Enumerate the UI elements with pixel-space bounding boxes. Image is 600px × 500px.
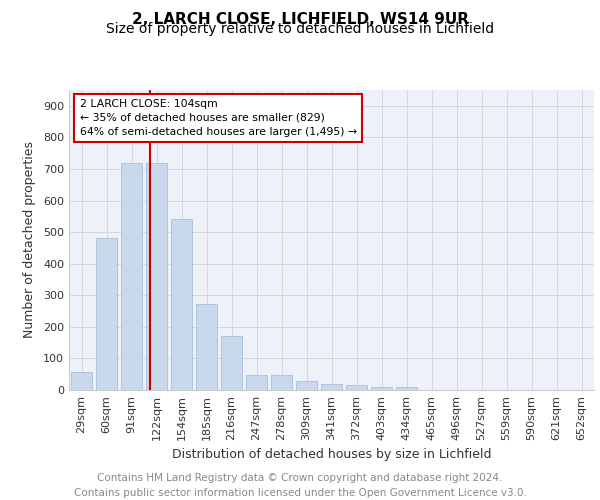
Text: 2, LARCH CLOSE, LICHFIELD, WS14 9UR: 2, LARCH CLOSE, LICHFIELD, WS14 9UR bbox=[131, 12, 469, 28]
Bar bbox=[346, 386, 367, 390]
Text: 2 LARCH CLOSE: 104sqm
← 35% of detached houses are smaller (829)
64% of semi-det: 2 LARCH CLOSE: 104sqm ← 35% of detached … bbox=[79, 99, 356, 137]
Bar bbox=[196, 304, 217, 390]
Bar bbox=[371, 388, 392, 390]
Y-axis label: Number of detached properties: Number of detached properties bbox=[23, 142, 36, 338]
Bar bbox=[146, 164, 167, 390]
Bar bbox=[96, 238, 117, 390]
Bar bbox=[396, 388, 417, 390]
Bar bbox=[71, 372, 92, 390]
Bar bbox=[121, 164, 142, 390]
Bar bbox=[171, 218, 192, 390]
Bar bbox=[321, 384, 342, 390]
Bar bbox=[246, 376, 267, 390]
X-axis label: Distribution of detached houses by size in Lichfield: Distribution of detached houses by size … bbox=[172, 448, 491, 462]
Text: Contains HM Land Registry data © Crown copyright and database right 2024.
Contai: Contains HM Land Registry data © Crown c… bbox=[74, 472, 526, 498]
Bar bbox=[296, 380, 317, 390]
Bar bbox=[221, 336, 242, 390]
Bar bbox=[271, 376, 292, 390]
Text: Size of property relative to detached houses in Lichfield: Size of property relative to detached ho… bbox=[106, 22, 494, 36]
